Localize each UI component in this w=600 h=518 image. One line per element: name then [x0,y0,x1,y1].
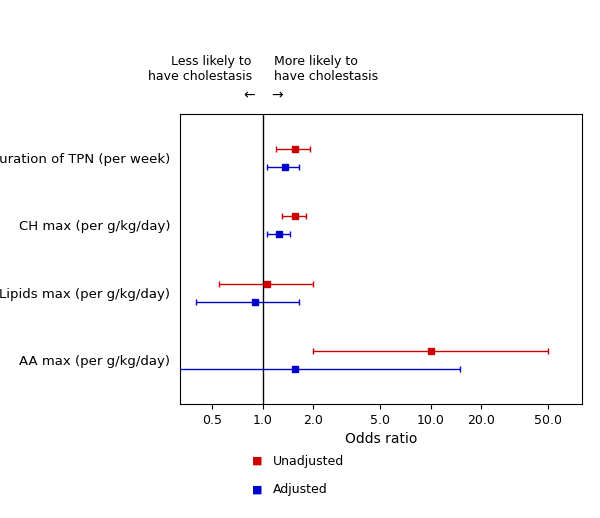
X-axis label: Odds ratio: Odds ratio [345,433,417,447]
Text: Less likely to
have cholestasis: Less likely to have cholestasis [148,55,252,83]
Text: ←: ← [243,89,254,103]
Text: ■: ■ [252,456,263,466]
Text: →: → [271,89,283,103]
Text: Adjusted: Adjusted [273,483,328,496]
Text: ■: ■ [252,484,263,495]
Text: Unadjusted: Unadjusted [273,454,344,468]
Text: More likely to
have cholestasis: More likely to have cholestasis [274,55,378,83]
